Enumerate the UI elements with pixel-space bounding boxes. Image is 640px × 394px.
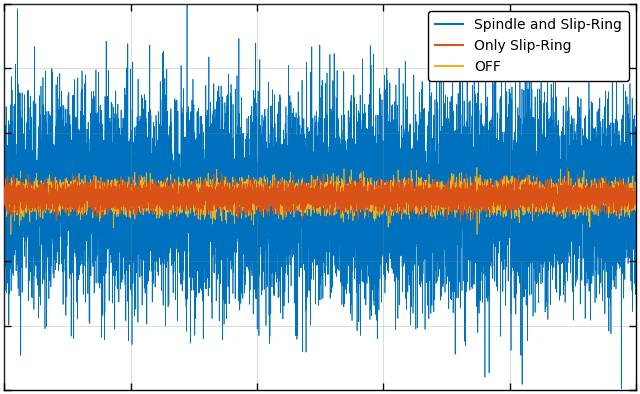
Only Slip-Ring <box>456 219 464 223</box>
Only Slip-Ring <box>632 198 639 203</box>
Spindle and Slip-Ring <box>1 170 8 175</box>
Spindle and Slip-Ring <box>632 163 639 168</box>
OFF <box>38 190 46 195</box>
Only Slip-Ring <box>598 200 606 205</box>
Spindle and Slip-Ring <box>26 178 34 183</box>
Only Slip-Ring <box>1 188 8 192</box>
OFF <box>26 186 34 191</box>
OFF <box>7 232 15 237</box>
Line: Only Slip-Ring: Only Slip-Ring <box>4 168 636 221</box>
Spindle and Slip-Ring <box>183 3 191 7</box>
Only Slip-Ring <box>3 199 11 204</box>
Spindle and Slip-Ring <box>309 164 317 168</box>
Spindle and Slip-Ring <box>598 175 606 179</box>
Only Slip-Ring <box>38 192 46 197</box>
OFF <box>632 193 639 198</box>
Spindle and Slip-Ring <box>618 386 625 391</box>
Line: Spindle and Slip-Ring: Spindle and Slip-Ring <box>4 5 636 388</box>
Only Slip-Ring <box>563 165 571 170</box>
Spindle and Slip-Ring <box>124 197 132 202</box>
Legend: Spindle and Slip-Ring, Only Slip-Ring, OFF: Spindle and Slip-Ring, Only Slip-Ring, O… <box>428 11 629 81</box>
Line: OFF: OFF <box>4 167 636 234</box>
Spindle and Slip-Ring <box>3 230 11 234</box>
Only Slip-Ring <box>309 198 317 203</box>
OFF <box>473 165 481 170</box>
Only Slip-Ring <box>124 206 132 211</box>
OFF <box>598 189 606 194</box>
OFF <box>3 190 11 195</box>
OFF <box>309 195 317 200</box>
OFF <box>1 192 8 197</box>
OFF <box>124 193 132 198</box>
Spindle and Slip-Ring <box>38 216 46 221</box>
Only Slip-Ring <box>26 198 34 203</box>
